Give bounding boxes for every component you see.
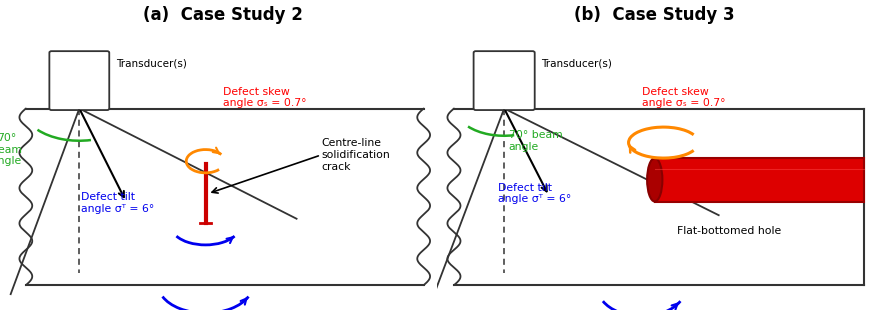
- Text: 70°
beam
angle: 70° beam angle: [0, 133, 22, 166]
- FancyBboxPatch shape: [50, 51, 109, 110]
- Text: Defect skew
angle σₛ = 0.7°: Defect skew angle σₛ = 0.7°: [223, 87, 306, 108]
- Bar: [26, 108, 423, 285]
- Text: Flat-bottomed hole: Flat-bottomed hole: [677, 226, 780, 236]
- Ellipse shape: [647, 158, 663, 202]
- Text: Defect tilt
angle σᵀ = 6°: Defect tilt angle σᵀ = 6°: [498, 183, 571, 205]
- Text: (b)  Case Study 3: (b) Case Study 3: [574, 6, 735, 24]
- Text: Transducer(s): Transducer(s): [115, 59, 187, 69]
- Text: Defect skew
angle σₛ = 0.7°: Defect skew angle σₛ = 0.7°: [642, 87, 725, 108]
- FancyBboxPatch shape: [474, 51, 534, 110]
- Text: Transducer(s): Transducer(s): [541, 59, 612, 69]
- Text: Defect tilt
angle σᵀ = 6°: Defect tilt angle σᵀ = 6°: [81, 192, 155, 214]
- Bar: [454, 108, 864, 285]
- Text: (a)  Case Study 2: (a) Case Study 2: [142, 6, 303, 24]
- Bar: [655, 158, 864, 202]
- Text: 70° beam
angle: 70° beam angle: [508, 130, 562, 152]
- Text: Centre-line
solidification
crack: Centre-line solidification crack: [321, 138, 389, 172]
